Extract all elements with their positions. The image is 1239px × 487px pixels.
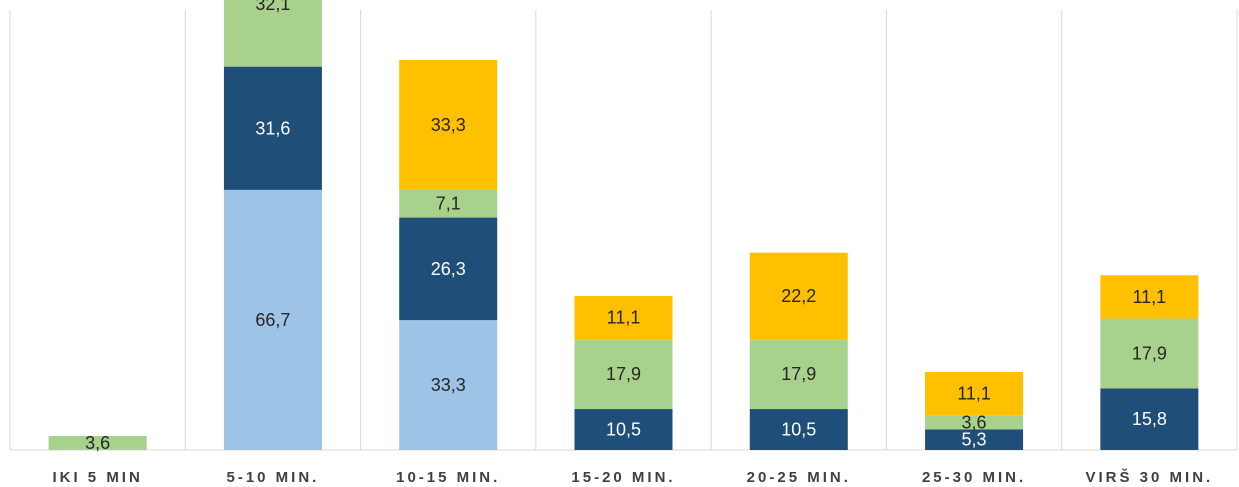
x-axis-labels: IKI 5 MIN 5-10 MIN. 10-15 MIN. 15-20 MIN. 20… [52, 468, 1214, 486]
bar-segments [48, 0, 1199, 450]
data-label: 3,6 [962, 412, 987, 432]
x-tick-label: 10-15 MIN. [396, 469, 500, 486]
data-label: 32,1 [255, 0, 290, 14]
data-label: 10,5 [606, 420, 641, 440]
bar-segment [1100, 275, 1199, 319]
bar-segment [1100, 318, 1199, 389]
bar-segment [574, 409, 673, 450]
bar-segment [223, 189, 322, 450]
data-label: 26,3 [431, 259, 466, 279]
bar-segment [223, 0, 322, 67]
x-tick-label: IKI 5 MIN [52, 469, 142, 486]
data-label: 7,1 [436, 194, 461, 214]
bar-segment [1100, 388, 1199, 450]
segment-labels: 3,6 66,7 31,6 32,1 11,1 33,3 26,3 7,1 33,3 10,5 17… [85, 0, 1167, 453]
data-label: 11,1 [1133, 287, 1167, 307]
bar-segment [925, 429, 1024, 450]
bar-segment [399, 60, 498, 190]
bar-segment [223, 66, 322, 190]
bar-segment [925, 372, 1024, 416]
data-label: 11,1 [607, 308, 641, 328]
bar-segment [749, 409, 848, 450]
data-label: 17,9 [781, 364, 816, 384]
data-label: 31,6 [255, 118, 290, 138]
data-label: 33,3 [431, 115, 466, 135]
bar-segment [399, 320, 498, 450]
category-gridlines [9, 10, 1238, 450]
x-tick-label: 20-25 MIN. [747, 469, 851, 486]
bar-segment [925, 415, 1024, 430]
x-tick-label: 25-30 MIN. [922, 469, 1026, 486]
data-label: 3,6 [85, 433, 110, 453]
x-tick-label: VIRŠ 30 MIN. [1086, 468, 1214, 486]
x-tick-label: 15-20 MIN. [571, 469, 675, 486]
bar-segment [574, 339, 673, 410]
bar-segment [399, 189, 498, 218]
data-label: 10,5 [781, 420, 816, 440]
data-label: 11,1 [957, 384, 991, 404]
data-label: 66,7 [255, 310, 290, 330]
data-label: 15,8 [1132, 409, 1167, 429]
x-tick-label: 5-10 MIN. [226, 469, 319, 486]
data-label: 5,3 [962, 430, 987, 450]
data-label: 33,3 [431, 375, 466, 395]
data-label: 17,9 [1132, 343, 1167, 363]
data-label: 17,9 [606, 364, 641, 384]
bar-segment [749, 339, 848, 410]
bar-segment [574, 295, 673, 340]
bar-segment [48, 435, 147, 450]
bar-segment [399, 217, 498, 321]
bar-segment [749, 252, 848, 340]
data-label: 22,2 [781, 286, 816, 306]
